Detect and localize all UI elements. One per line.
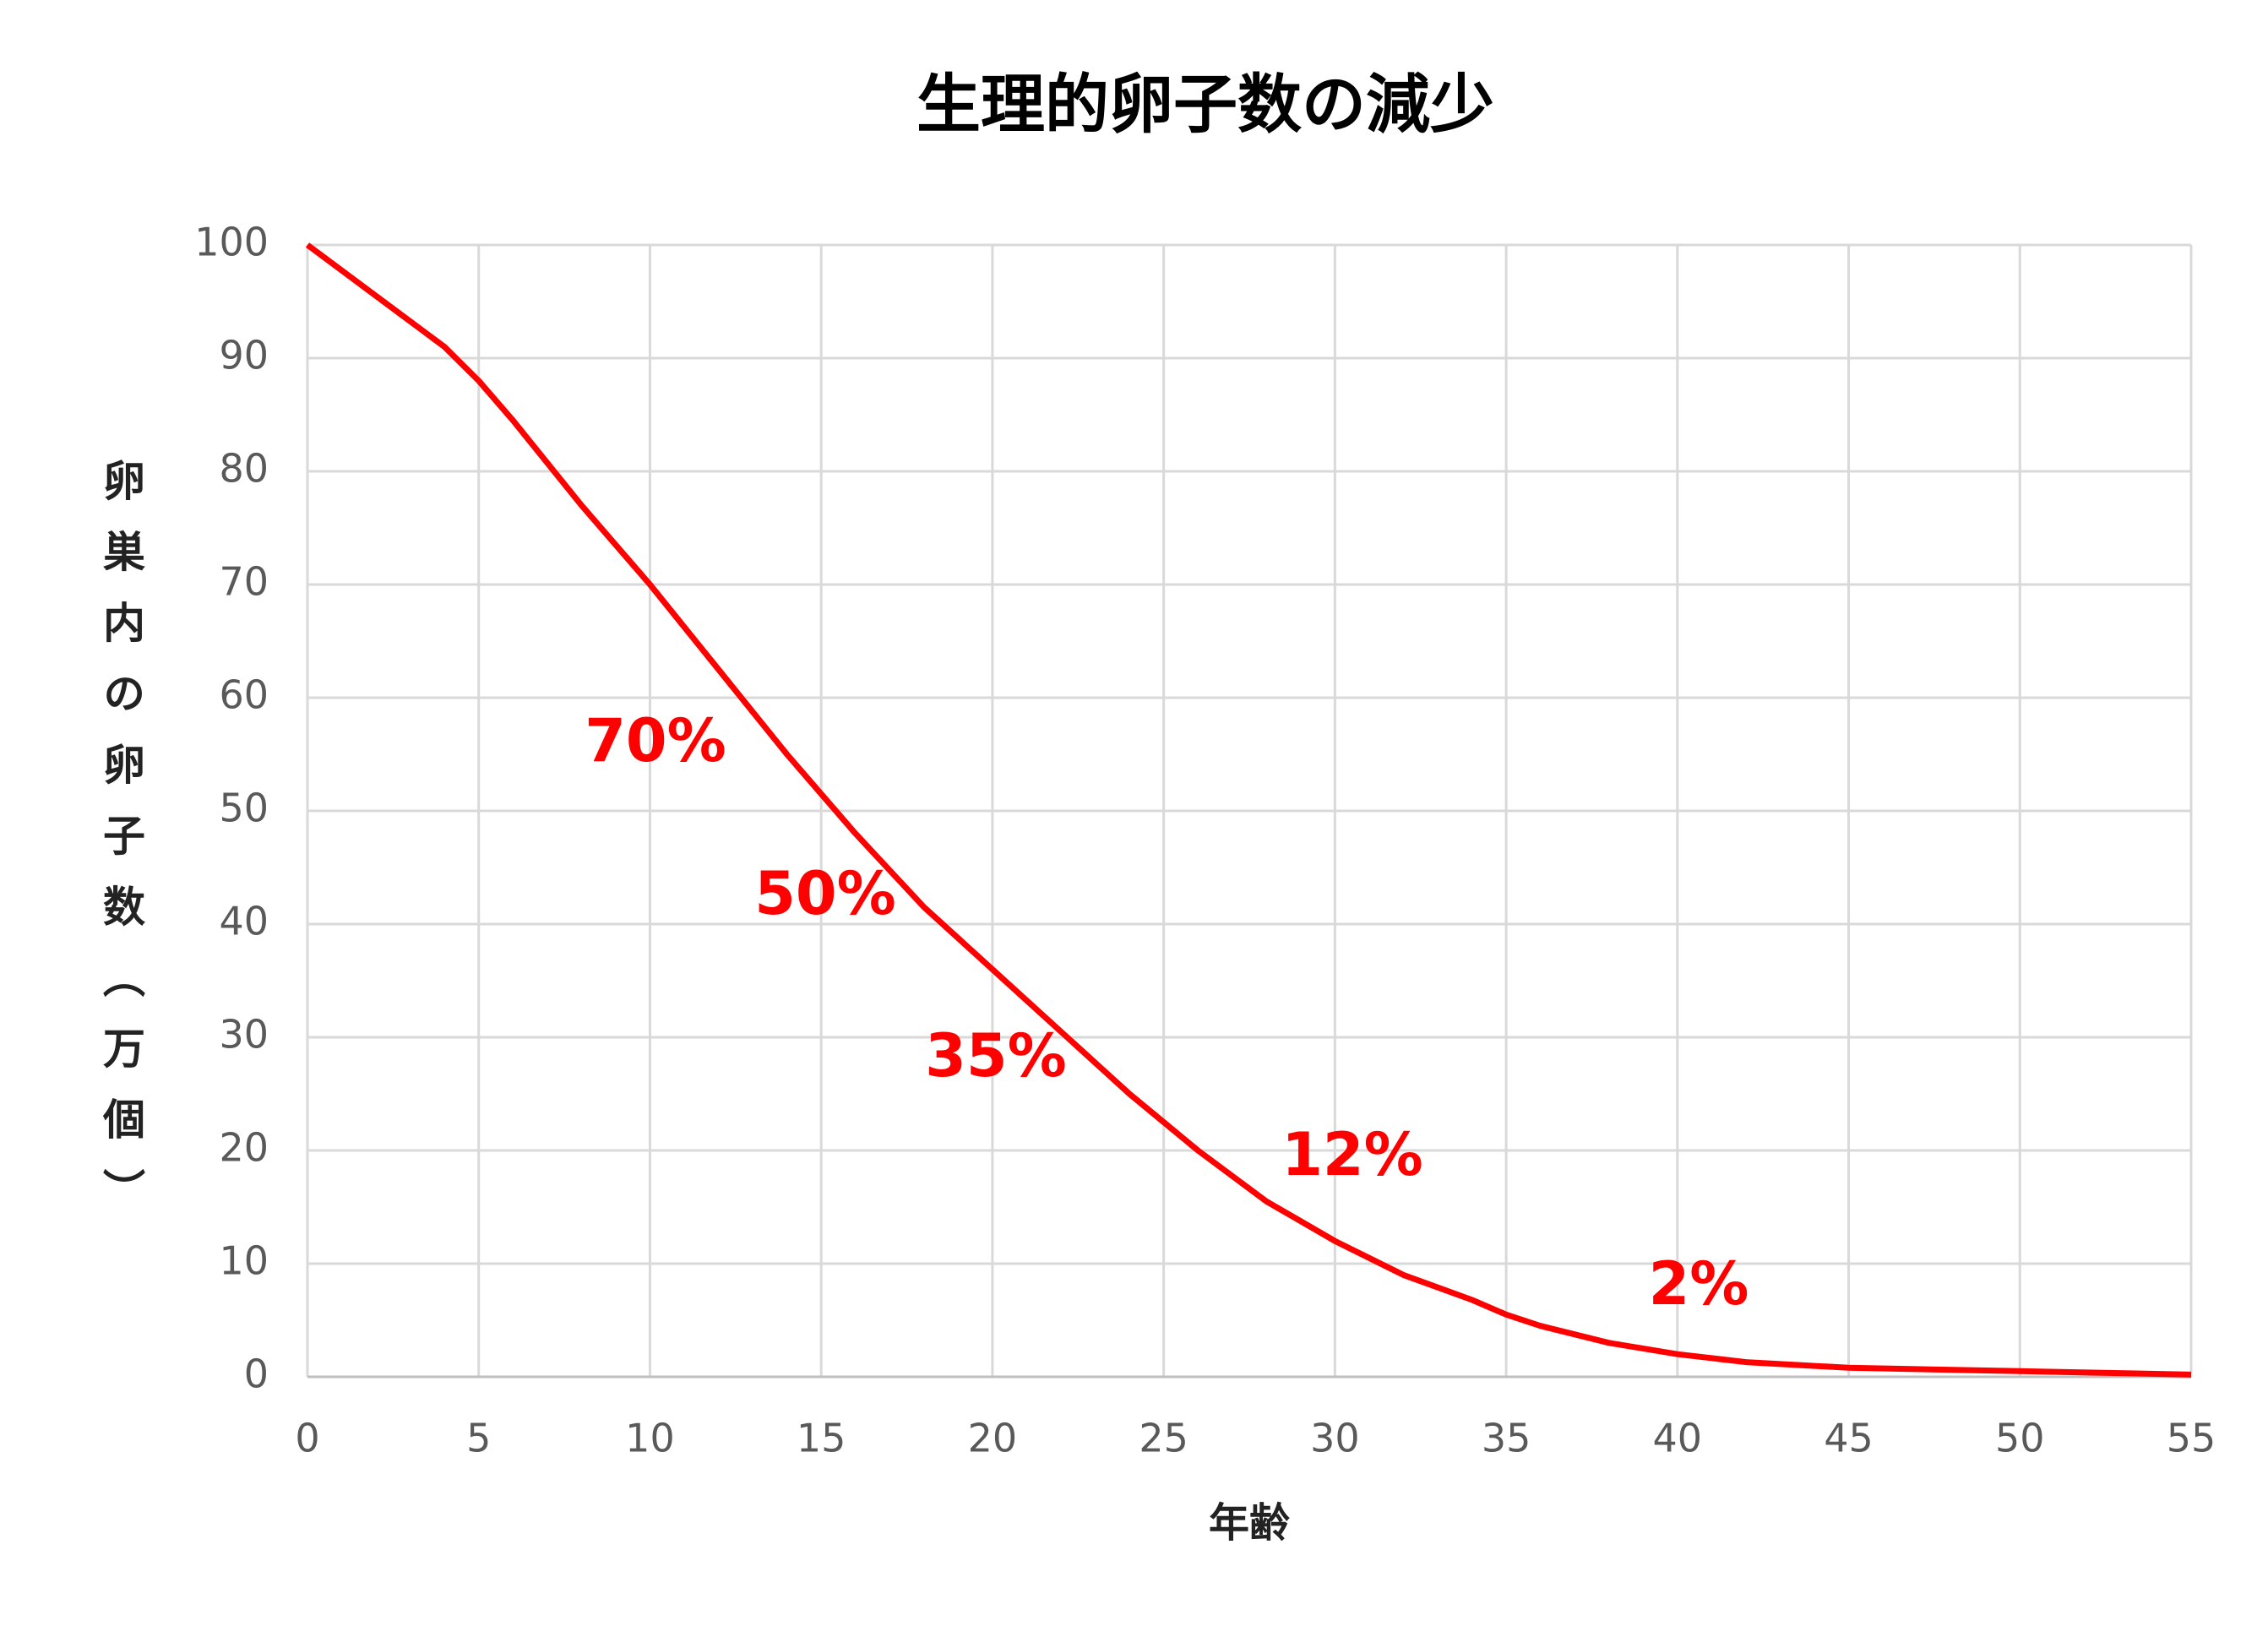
x-tick-label: 50 (1995, 1416, 2045, 1461)
y-tick-label: 60 (219, 672, 269, 718)
y-tick-label: 50 (219, 786, 269, 831)
x-tick-label: 10 (625, 1416, 675, 1461)
y-tick-label: 80 (219, 446, 269, 492)
y-tick-label: 30 (219, 1012, 269, 1058)
y-tick-label: 40 (219, 899, 269, 944)
y-tick-label: 90 (219, 333, 269, 378)
y-tick-label: 100 (194, 220, 269, 265)
chart-title: 生理的卵子数の減少 (916, 67, 1494, 142)
x-tick-label: 20 (968, 1416, 1018, 1461)
annotation: 2% (1649, 1249, 1749, 1319)
annotation: 70% (585, 706, 726, 775)
annotation: 12% (1281, 1120, 1423, 1189)
x-tick-label: 55 (2167, 1416, 2216, 1461)
y-tick-label: 20 (219, 1125, 269, 1171)
y-tick-label: 10 (219, 1238, 269, 1284)
x-tick-label: 35 (1482, 1416, 1531, 1461)
x-axis-label: 年齢 (1209, 1499, 1290, 1547)
y-tick-label: 0 (244, 1351, 269, 1397)
y-tick-label: 70 (219, 559, 269, 605)
annotation: 35% (925, 1021, 1067, 1090)
x-tick-label: 5 (466, 1416, 491, 1461)
x-tick-label: 45 (1824, 1416, 1874, 1461)
annotation: 50% (754, 859, 896, 928)
x-tick-label: 30 (1310, 1416, 1360, 1461)
data-line (305, 242, 2192, 1378)
x-tick-label: 0 (295, 1416, 319, 1461)
y-axis-label: 卵巣内の卵子数（万個） (96, 459, 146, 1239)
x-tick-label: 40 (1653, 1416, 1703, 1461)
x-tick-label: 25 (1139, 1416, 1188, 1461)
x-tick-label: 15 (797, 1416, 846, 1461)
